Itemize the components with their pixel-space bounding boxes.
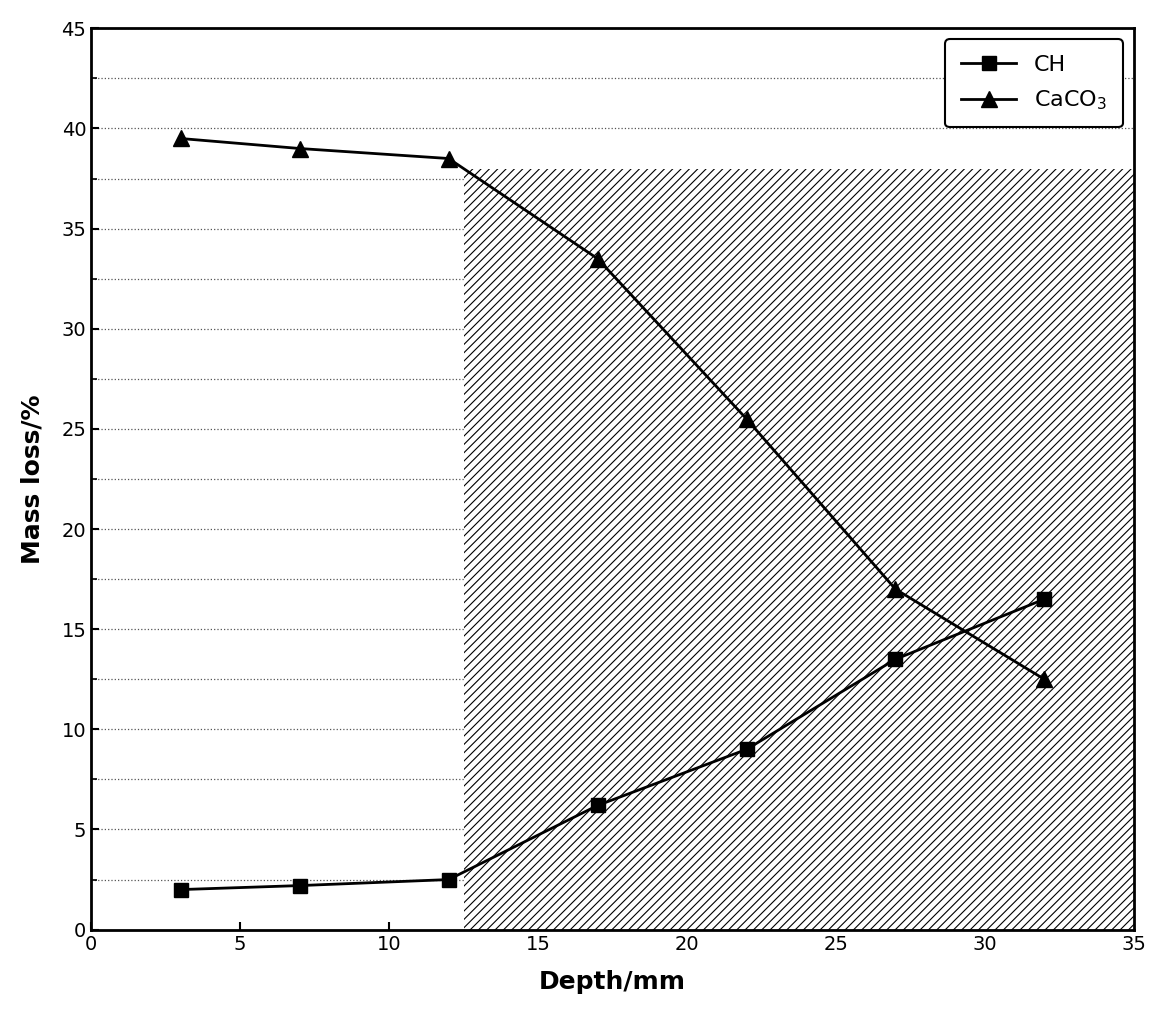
CH bbox=[174, 883, 188, 895]
CaCO$_3$ bbox=[1037, 673, 1051, 685]
Line: CH: CH bbox=[174, 592, 1051, 896]
CH bbox=[1037, 593, 1051, 605]
CaCO$_3$ bbox=[591, 253, 605, 265]
X-axis label: Depth/mm: Depth/mm bbox=[539, 970, 686, 994]
CaCO$_3$ bbox=[174, 132, 188, 144]
CaCO$_3$ bbox=[293, 142, 307, 154]
Line: CaCO$_3$: CaCO$_3$ bbox=[173, 131, 1051, 687]
CaCO$_3$ bbox=[888, 583, 902, 595]
Bar bbox=[463, 168, 1133, 930]
Y-axis label: Mass loss/%: Mass loss/% bbox=[21, 394, 44, 563]
CH bbox=[888, 654, 902, 666]
CaCO$_3$ bbox=[740, 413, 754, 425]
CH bbox=[591, 800, 605, 812]
CH bbox=[441, 874, 455, 886]
Legend: CH, CaCO$_3$: CH, CaCO$_3$ bbox=[945, 40, 1123, 128]
CaCO$_3$ bbox=[441, 152, 455, 164]
CH bbox=[293, 879, 307, 891]
CH bbox=[740, 743, 754, 755]
